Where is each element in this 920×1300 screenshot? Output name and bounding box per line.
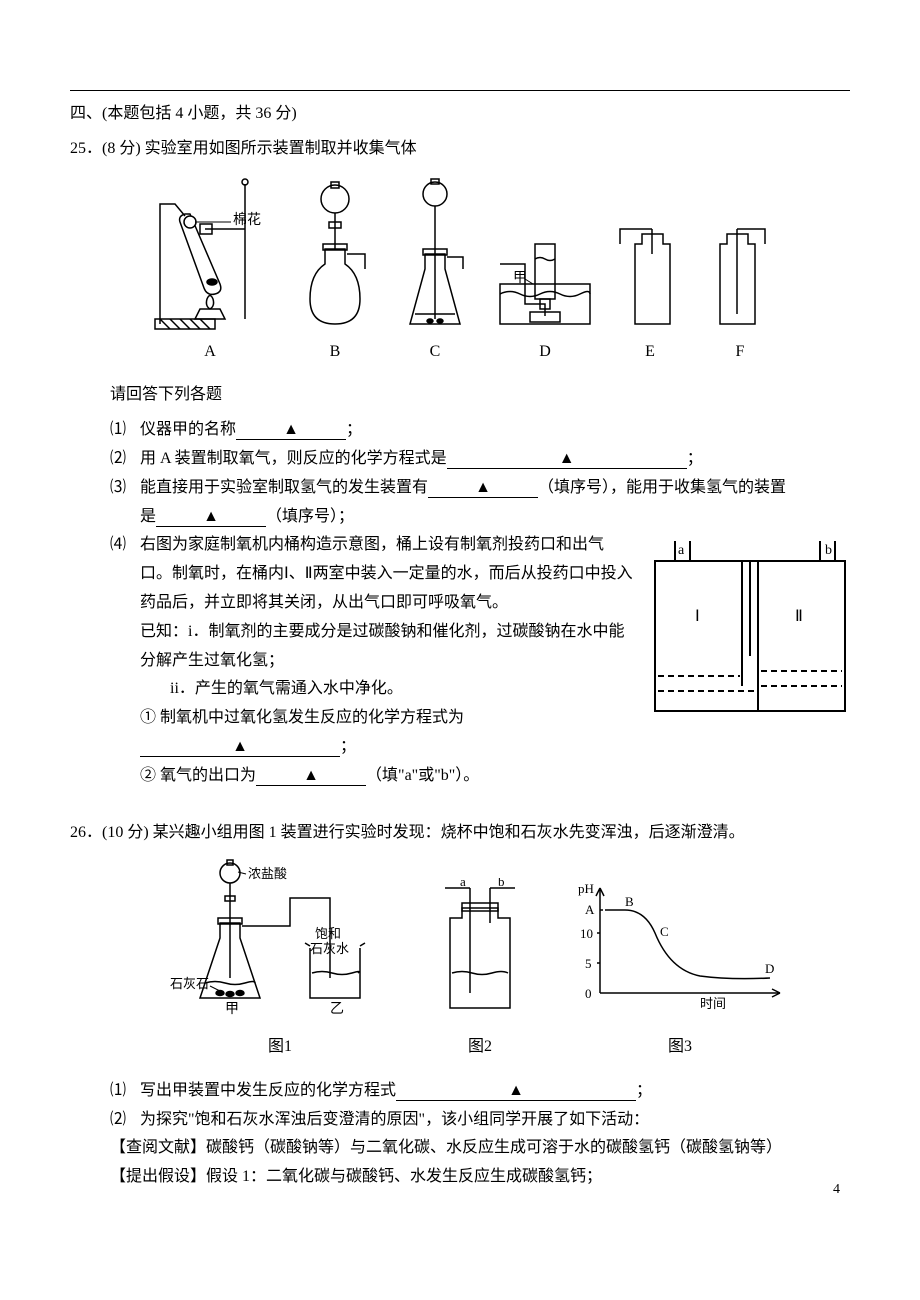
section-four-header: 四、(本题包括 4 小题，共 36 分) xyxy=(70,100,850,129)
q25-p2-text: 用 A 装置制取氧气，则反应的化学方程式是▲； xyxy=(140,445,850,474)
apparatus-d: 甲 D xyxy=(495,204,595,367)
apparatus-d-svg: 甲 xyxy=(495,204,595,334)
q26-figures: 浓盐酸 石灰石 饱和 石灰水 甲 乙 图1 xyxy=(110,858,850,1062)
bucket-b-label: b xyxy=(825,543,832,558)
pt-A: A xyxy=(585,902,595,917)
q26-p1-text: 写出甲装置中发生反应的化学方程式▲； xyxy=(140,1077,850,1106)
bucket-a-label: a xyxy=(678,543,685,558)
label-e: E xyxy=(615,338,685,367)
bucket-I-label: Ⅰ xyxy=(695,608,700,625)
q25-title: 25．(8 分) 实验室用如图所示装置制取并收集气体 xyxy=(70,135,850,164)
ph-label: pH xyxy=(578,881,594,896)
bucket-II-label: Ⅱ xyxy=(795,608,803,625)
apparatus-c-svg xyxy=(395,174,475,334)
q25-p1-num: ⑴ xyxy=(110,416,140,445)
q25-p3-num: ⑶ xyxy=(110,474,140,503)
fig1-svg: 浓盐酸 石灰石 饱和 石灰水 甲 乙 xyxy=(170,858,390,1018)
apparatus-f: F xyxy=(705,214,775,367)
q25-p1-text: 仪器甲的名称▲； xyxy=(140,416,850,445)
fig1-caption: 图1 xyxy=(170,1033,390,1062)
fig3-svg: pH 0 5 10 A B C D 时间 xyxy=(570,878,790,1018)
label-b: B xyxy=(295,338,375,367)
pt-D: D xyxy=(765,961,774,976)
blank-triangle: ▲ xyxy=(447,449,687,469)
x-label: 时间 xyxy=(700,996,726,1011)
q25-p3-text: 能直接用于实验室制取氢气的发生装置有▲（填序号），能用于收集氢气的装置 xyxy=(140,474,850,503)
fig2-a: a xyxy=(460,878,466,889)
apparatus-diagram-row: 棉花 A B xyxy=(70,174,850,367)
header-rule xyxy=(70,90,850,91)
pt-C: C xyxy=(660,924,669,939)
q25-p4-sub2: ② 氧气的出口为▲（填"a"或"b"）。 xyxy=(70,762,850,791)
blank-triangle: ▲ xyxy=(156,507,266,527)
q26-p2-num: ⑵ xyxy=(110,1106,140,1135)
apparatus-e-svg xyxy=(615,214,685,334)
apparatus-e: E xyxy=(615,214,685,367)
apparatus-b-svg xyxy=(295,174,375,334)
q25-p3: ⑶ 能直接用于实验室制取氢气的发生装置有▲（填序号），能用于收集氢气的装置 xyxy=(70,474,850,503)
page-content: 四、(本题包括 4 小题，共 36 分) 25．(8 分) 实验室用如图所示装置… xyxy=(70,100,850,1192)
q25-p4: ⑷ 右图为家庭制氧机内桶构造示意图，桶上设有制氧剂投药口和出气口。制氧时，在桶内… xyxy=(70,531,635,617)
q25-prompt: 请回答下列各题 xyxy=(70,381,850,410)
blank-triangle: ▲ xyxy=(256,766,366,786)
bucket-svg: a b Ⅰ Ⅱ xyxy=(650,536,850,716)
bucket-diagram: a b Ⅰ Ⅱ xyxy=(650,536,850,727)
label-d: D xyxy=(495,338,595,367)
fig1: 浓盐酸 石灰石 饱和 石灰水 甲 乙 图1 xyxy=(170,858,390,1062)
label-a: A xyxy=(145,338,275,367)
q26-title: 26．(10 分) 某兴趣小组用图 1 装置进行实验时发现：烧杯中饱和石灰水先变… xyxy=(70,819,850,848)
q25-p4-block: a b Ⅰ Ⅱ ⑷ 右图为家庭制氧机内桶构造示意图，桶上设有制氧剂投药口和出气口… xyxy=(70,531,850,790)
fig2-b: b xyxy=(498,878,505,889)
apparatus-c: C xyxy=(395,174,475,367)
q25-p2: ⑵ 用 A 装置制取氧气，则反应的化学方程式是▲； xyxy=(70,445,850,474)
q25-p4-num: ⑷ xyxy=(110,531,140,617)
apparatus-a: 棉花 A xyxy=(145,174,275,367)
q25-p4-text: 右图为家庭制氧机内桶构造示意图，桶上设有制氧剂投药口和出气口。制氧时，在桶内Ⅰ、… xyxy=(140,531,635,617)
blank-triangle: ▲ xyxy=(140,737,340,757)
q26-p2-text: 为探究"饱和石灰水浑浊后变澄清的原因"，该小组同学开展了如下活动： xyxy=(140,1106,850,1135)
tick-0: 0 xyxy=(585,986,592,1001)
label-c: C xyxy=(395,338,475,367)
blank-triangle: ▲ xyxy=(396,1081,636,1101)
limewater-label-2: 石灰水 xyxy=(310,941,349,956)
page-number: 4 xyxy=(833,1177,840,1202)
fig3: pH 0 5 10 A B C D 时间 图3 xyxy=(570,878,790,1062)
blank-triangle: ▲ xyxy=(428,478,538,498)
blank-triangle: ▲ xyxy=(236,420,346,440)
hcl-label: 浓盐酸 xyxy=(248,866,287,881)
fig2-caption: 图2 xyxy=(420,1033,540,1062)
limewater-label-1: 饱和 xyxy=(315,926,341,941)
tick-10: 10 xyxy=(580,926,593,941)
cotton-label: 棉花 xyxy=(233,211,261,228)
q26-hypothesis: 【提出假设】假设 1：二氧化碳与碳酸钙、水发生反应生成碳酸氢钙； xyxy=(70,1163,850,1192)
q26-literature: 【查阅文献】碳酸钙（碳酸钠等）与二氧化碳、水反应生成可溶于水的碳酸氢钙（碳酸氢钠… xyxy=(70,1134,850,1163)
jia-label-2: 甲 xyxy=(225,1002,239,1017)
fig3-caption: 图3 xyxy=(570,1033,790,1062)
q25-p3-cont: 是▲（填序号）； xyxy=(70,503,850,532)
pt-B: B xyxy=(625,894,634,909)
tick-5: 5 xyxy=(585,956,592,971)
fig2-svg: a b xyxy=(420,878,540,1018)
yi-label: 乙 xyxy=(330,1001,344,1017)
jia-label: 甲 xyxy=(513,271,527,286)
apparatus-f-svg xyxy=(705,214,775,334)
q26-p1: ⑴ 写出甲装置中发生反应的化学方程式▲； xyxy=(70,1077,850,1106)
q26-p2: ⑵ 为探究"饱和石灰水浑浊后变澄清的原因"，该小组同学开展了如下活动： xyxy=(70,1106,850,1135)
apparatus-b: B xyxy=(295,174,375,367)
q25-p1: ⑴ 仪器甲的名称▲； xyxy=(70,416,850,445)
q26-p1-num: ⑴ xyxy=(110,1077,140,1106)
label-f: F xyxy=(705,338,775,367)
q25-p2-num: ⑵ xyxy=(110,445,140,474)
fig2: a b 图2 xyxy=(420,878,540,1062)
apparatus-a-svg: 棉花 xyxy=(145,174,275,334)
limestone-label: 石灰石 xyxy=(170,976,209,991)
